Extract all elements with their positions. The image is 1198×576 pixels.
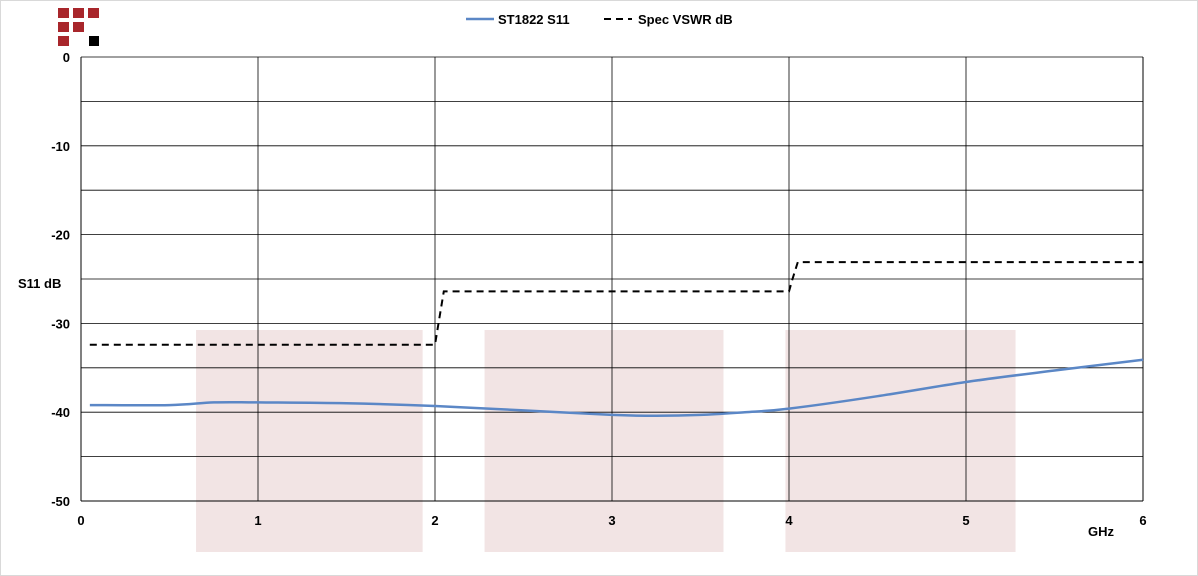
series-line-st1822-s11 [89,358,1144,418]
y-axis-label: S11 dB [18,276,61,291]
shaded-band-3 [785,330,1016,552]
shaded-band-2 [484,330,724,552]
x-tick-label: 2 [431,513,438,528]
y-tick-label: -40 [51,405,70,420]
y-tick-label: -20 [51,228,70,243]
x-tick-label: 1 [254,513,261,528]
legend: ST1822 S11 Spec VSWR dB [466,12,733,27]
y-tick-label: -50 [51,494,70,509]
x-tick-label: 6 [1139,513,1146,528]
shaded-band-1 [196,330,423,552]
x-axis-label: GHz [1088,524,1115,539]
shaded-bands [196,330,1016,552]
y-tick-label: -30 [51,316,70,331]
y-tick-label: -10 [51,139,70,154]
legend-label-st1822: ST1822 S11 [498,12,570,27]
x-tick-label: 0 [77,513,84,528]
x-tick-label: 4 [785,513,793,528]
series-layer [89,261,1144,418]
tick-labels: 0 1 2 3 4 5 6 0 -10 -20 -30 -40 -50 [51,50,1146,528]
x-tick-label: 3 [608,513,615,528]
legend-label-spec-vswr: Spec VSWR dB [638,12,733,27]
brand-logo-icon [58,8,99,46]
y-tick-label: 0 [63,50,70,65]
series-line-spec-vswr [89,261,1143,346]
x-tick-label: 5 [962,513,969,528]
grid [80,56,1144,502]
